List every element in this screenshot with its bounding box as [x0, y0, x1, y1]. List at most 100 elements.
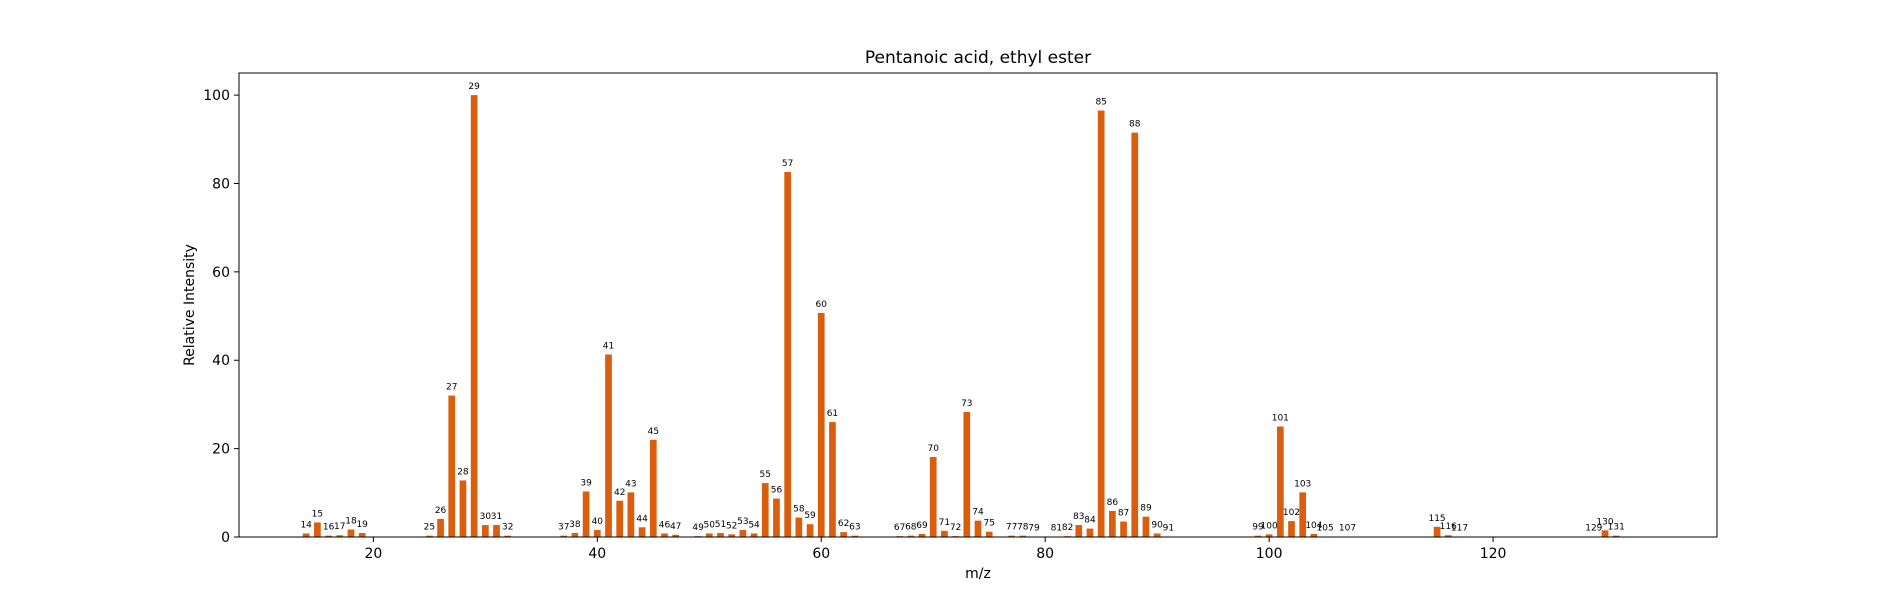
bar-label-mz-71: 71 [939, 518, 950, 528]
bar-label-mz-73: 73 [961, 399, 972, 409]
bar-label-mz-77: 77 [1006, 523, 1017, 533]
y-tick-label: 20 [212, 442, 230, 458]
bar-mz-29 [470, 95, 478, 537]
bar-mz-27 [448, 395, 456, 537]
bar-label-mz-60: 60 [816, 300, 828, 310]
bar-mz-14 [302, 533, 310, 537]
bar-mz-19 [358, 533, 366, 537]
bar-mz-83 [1075, 525, 1083, 537]
bar-label-mz-51: 51 [715, 520, 726, 530]
bar-mz-15 [314, 522, 321, 537]
bar-label-mz-38: 38 [569, 520, 581, 530]
bar-label-mz-62: 62 [838, 519, 849, 529]
bar-mz-99 [1254, 535, 1262, 537]
bar-mz-39 [582, 491, 590, 537]
bar-mz-42 [616, 500, 624, 537]
bar-mz-62 [840, 532, 847, 537]
bar-mz-116 [1444, 535, 1452, 537]
bar-mz-86 [1109, 510, 1116, 537]
bar-mz-73 [963, 411, 971, 537]
bar-mz-44 [638, 527, 646, 537]
bar-label-mz-67: 67 [894, 523, 905, 533]
bar-mz-90 [1153, 533, 1161, 537]
bar-mz-59 [806, 524, 814, 537]
bar-label-mz-100: 100 [1261, 521, 1278, 531]
bar-mz-41 [605, 354, 612, 537]
bar-mz-102 [1288, 521, 1295, 537]
bar-mz-63 [851, 535, 859, 537]
y-axis: 0 20 40 60 80 100 [203, 88, 239, 546]
bar-label-mz-85: 85 [1095, 98, 1106, 108]
bar-mz-88 [1131, 132, 1139, 537]
bar-mz-77 [1008, 535, 1015, 537]
bar-mz-53 [739, 529, 747, 537]
bar-label-mz-78: 78 [1017, 523, 1029, 533]
bar-mz-58 [795, 517, 803, 537]
bar-mz-26 [437, 518, 444, 537]
bar-label-mz-75: 75 [983, 519, 994, 529]
bar-mz-57 [784, 171, 792, 538]
y-axis-label: Relative Intensity [182, 244, 198, 366]
bar-label-mz-18: 18 [345, 516, 357, 526]
x-tick-label: 20 [364, 546, 382, 562]
bar-label-mz-115: 115 [1428, 514, 1445, 524]
bar-label-mz-99: 99 [1252, 523, 1264, 533]
bars-group [302, 95, 1620, 538]
y-tick-label: 80 [212, 176, 230, 192]
bar-label-mz-84: 84 [1084, 516, 1096, 526]
bar-label-mz-15: 15 [312, 509, 323, 519]
bar-label-mz-57: 57 [782, 159, 793, 169]
bar-label-mz-50: 50 [704, 520, 716, 530]
bar-label-mz-47: 47 [670, 522, 681, 532]
bar-mz-18 [347, 529, 355, 537]
bar-mz-70 [929, 457, 937, 537]
bar-label-mz-63: 63 [849, 523, 860, 533]
bar-label-mz-74: 74 [972, 508, 984, 518]
bar-mz-131 [1612, 535, 1620, 537]
bar-label-mz-49: 49 [692, 523, 704, 533]
bar-mz-17 [336, 535, 344, 537]
bar-mz-75 [985, 531, 993, 537]
x-tick-label: 80 [1036, 546, 1054, 562]
bar-mz-55 [761, 483, 769, 537]
x-tick-label: 60 [812, 546, 830, 562]
bar-label-mz-26: 26 [435, 506, 447, 516]
bar-mz-25 [425, 535, 433, 537]
bar-label-mz-32: 32 [502, 523, 513, 533]
bar-mz-52 [728, 534, 736, 537]
x-tick-label: 100 [1256, 546, 1283, 562]
bar-label-mz-101: 101 [1272, 414, 1289, 424]
bar-mz-61 [829, 422, 836, 537]
bar-label-mz-41: 41 [603, 341, 614, 351]
bar-mz-130 [1601, 530, 1609, 537]
bar-mz-51 [717, 533, 724, 537]
bar-label-mz-45: 45 [648, 427, 659, 437]
x-axis: 20 40 60 80 100 120 [364, 537, 1506, 562]
bar-label-mz-40: 40 [592, 517, 604, 527]
bar-label-mz-86: 86 [1107, 498, 1119, 508]
bar-label-mz-129: 129 [1585, 524, 1602, 534]
bar-label-mz-103: 103 [1294, 479, 1311, 489]
bar-label-mz-14: 14 [300, 520, 312, 530]
bar-mz-47 [672, 534, 680, 537]
bar-label-mz-55: 55 [760, 470, 771, 480]
bar-label-mz-37: 37 [558, 523, 569, 533]
bar-mz-104 [1310, 533, 1318, 537]
bar-mz-100 [1265, 534, 1273, 537]
bar-mz-60 [817, 312, 825, 537]
x-axis-label: m/z [965, 566, 991, 582]
bar-label-mz-105: 105 [1317, 524, 1334, 534]
bar-label-mz-61: 61 [827, 409, 838, 419]
bar-label-mz-30: 30 [480, 512, 492, 522]
bar-mz-28 [459, 480, 467, 537]
bar-mz-16 [325, 535, 332, 537]
bar-mz-69 [918, 533, 926, 537]
bar-mz-71 [941, 530, 948, 537]
bar-label-mz-70: 70 [927, 444, 939, 454]
bar-label-mz-68: 68 [905, 523, 917, 533]
bar-mz-78 [1019, 535, 1027, 537]
bar-label-mz-27: 27 [446, 383, 457, 393]
bar-mz-38 [571, 533, 579, 537]
bar-label-mz-16: 16 [323, 523, 335, 533]
